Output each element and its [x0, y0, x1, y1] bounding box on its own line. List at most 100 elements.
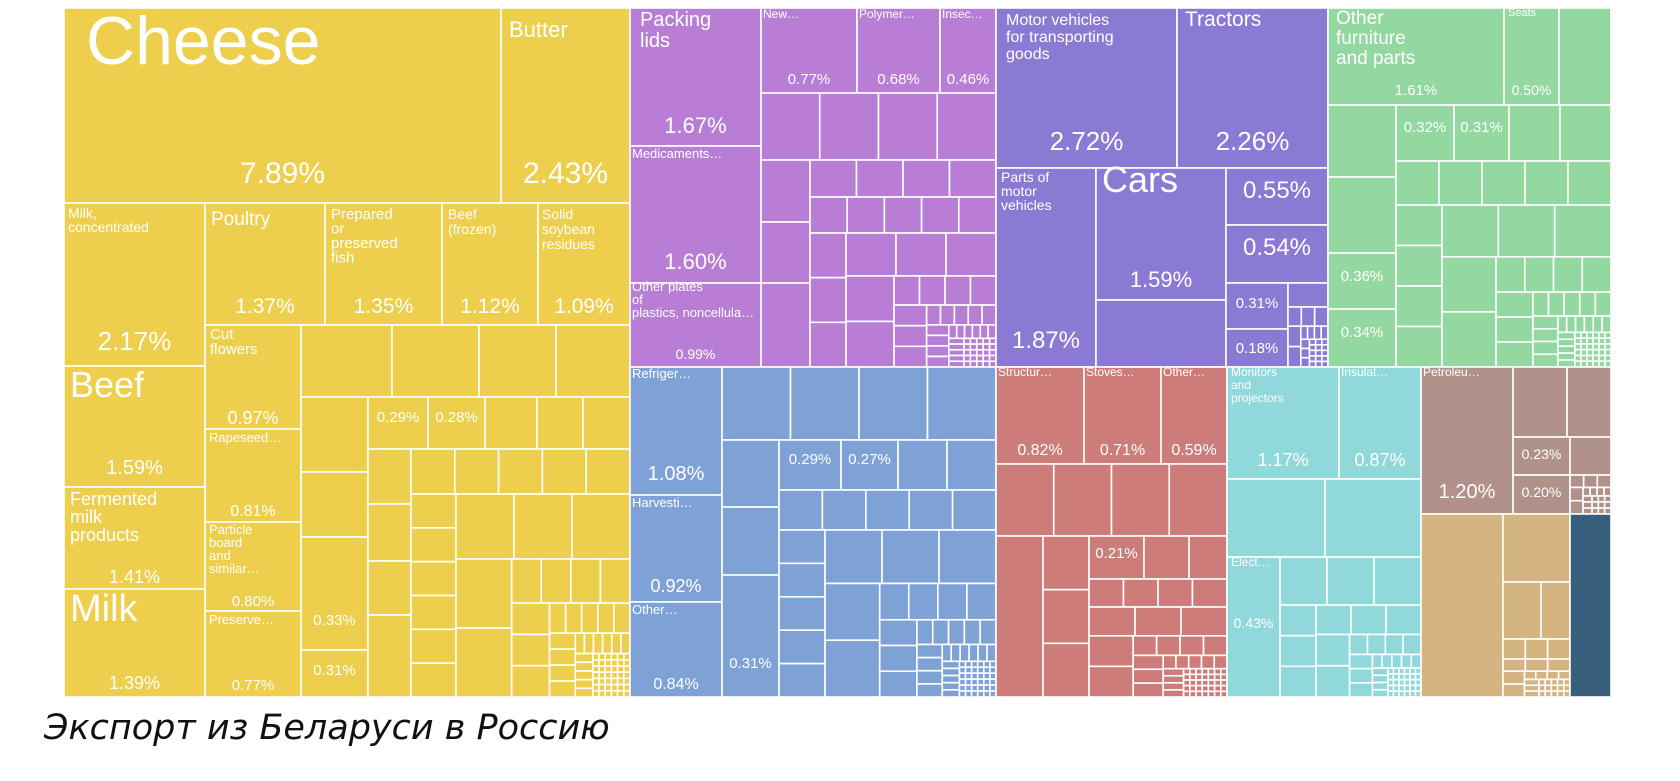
tile-food-tiny-cell	[548, 602, 567, 634]
tile-metals-tiny-cell	[1213, 690, 1222, 698]
tile-electronics-tiny-cell	[1410, 653, 1422, 669]
tile-plastics-tiny-cell	[948, 324, 958, 340]
tile-label-prepared-or-preserved-fish: fish	[331, 250, 354, 267]
tile-minerals-minor	[1569, 436, 1612, 476]
tile-unnamed-2	[300, 536, 369, 651]
tile-food-minor	[367, 503, 412, 562]
tile-value-polymer: 0.68%	[877, 71, 920, 88]
tile-furniture-tiny-cell	[1563, 291, 1581, 317]
tile-furniture-tiny-cell	[1592, 343, 1600, 351]
tile-machinery-tiny-cell	[964, 690, 973, 698]
tile-value-petroleu: 1.20%	[1439, 481, 1496, 503]
tile-label-milk-concentrated: Milk,	[68, 205, 97, 221]
tile-plastics-tiny-cell	[948, 349, 965, 357]
tile-vehicles-tiny-cell	[1308, 355, 1317, 363]
tile-plastics-small-cell	[818, 92, 880, 161]
tile-furniture-tiny-cell	[1580, 360, 1588, 368]
tile-metals-tiny-cell	[1155, 634, 1181, 657]
tile-food-tiny-cell	[591, 677, 600, 686]
tile-food-tiny-cell	[548, 680, 577, 698]
tile-food-tiny-cell	[604, 665, 613, 673]
tile-textiles-tiny-cell	[1556, 684, 1565, 692]
tile-electronics-small-cell	[1326, 556, 1375, 606]
tile-electronics-tiny-cell	[1414, 690, 1422, 698]
tile-furniture-tiny-cell	[1497, 204, 1556, 258]
tile-food-small-cell	[410, 628, 457, 664]
tile-furniture-tiny-cell	[1557, 359, 1576, 368]
tile-furniture-small-cell	[1395, 160, 1440, 206]
tile-plastics-tiny-cell	[969, 337, 978, 345]
tile-prepared-or-preserved-fish	[324, 202, 443, 326]
tile-metals-tiny-cell	[1182, 679, 1191, 687]
tile-machinery-tiny-cell	[958, 684, 967, 692]
tile-plastics-tiny-cell	[971, 324, 982, 340]
tile-food-tiny-cell	[616, 665, 625, 673]
tile-food-minor	[300, 324, 393, 398]
tile-value-unnamed-6: 0.31%	[1236, 295, 1279, 312]
tile-machinery-tiny-cell	[878, 618, 918, 647]
tile-food-tiny-cell	[574, 652, 594, 664]
tile-plastics-tiny-cell	[845, 275, 895, 323]
tile-metals-tiny-cell	[1201, 690, 1210, 698]
tile-value-unnamed-10: 0.36%	[1341, 268, 1384, 285]
tile-food-tiny-cell	[510, 633, 551, 667]
tile-machinery-tiny-cell	[989, 660, 997, 669]
tile-value-insec: 0.46%	[947, 71, 990, 88]
tile-cheese	[63, 7, 502, 204]
tile-plastics-small-cell	[877, 92, 939, 161]
tile-furniture-tiny-cell	[1598, 337, 1606, 345]
tile-food-tiny-cell	[616, 658, 625, 667]
tile-electronics-small-cell	[1373, 556, 1422, 606]
tile-unnamed-16	[1512, 436, 1571, 476]
tile-machinery-tiny-cell	[958, 690, 967, 698]
tile-packing-lids	[629, 7, 762, 147]
tile-machinery-tiny-cell	[941, 689, 961, 698]
tile-furniture-tiny-cell	[1586, 354, 1594, 363]
tile-label-other-furniture-and-parts: furniture	[1336, 28, 1406, 49]
tile-plastics-tiny-cell	[953, 304, 970, 326]
tile-electronics-tiny-cell	[1392, 684, 1400, 693]
tile-vehicles-tiny-cell	[1308, 360, 1317, 368]
tile-value-unnamed-4: 0.55%	[1243, 177, 1311, 204]
tile-label-other: Other…	[632, 602, 678, 617]
tile-machinery-tiny-cell	[968, 643, 979, 663]
tile-furniture-tiny-cell	[1574, 348, 1582, 357]
tile-plastics-small-cell	[809, 159, 858, 198]
tile-vehicles-tiny-cell	[1287, 325, 1302, 348]
tile-metals-tiny-cell	[1201, 667, 1210, 676]
tile-label-parts-of-motor-vehicles: Parts of	[1001, 169, 1049, 185]
tile-furniture-tiny-cell	[1580, 343, 1588, 351]
tile-plastics-tiny-cell	[975, 343, 984, 351]
tile-furniture-tiny-cell	[1441, 204, 1500, 258]
tile-metals-tiny-cell	[1213, 679, 1222, 687]
tile-metals-tiny-cell	[1213, 667, 1222, 676]
tile-value-rapeseed: 0.81%	[230, 503, 275, 520]
tile-minerals-minor	[1512, 366, 1568, 438]
tile-metals-tiny-cell	[1179, 634, 1205, 657]
tile-metals-minor	[1188, 535, 1228, 580]
tile-furniture-tiny-cell	[1581, 256, 1612, 293]
tile-electronics-tiny-cell	[1315, 633, 1351, 667]
tile-metals-tiny-cell	[1182, 673, 1191, 681]
tile-metals-tiny-cell	[1189, 679, 1197, 687]
tile-machinery-tiny-cell	[989, 690, 997, 698]
tile-electronics-tiny-cell	[1409, 684, 1417, 693]
tile-food-small-cell	[585, 448, 631, 495]
tile-label-fermented-milk-products: Fermented	[70, 489, 157, 509]
tile-food-minor	[367, 614, 412, 698]
tile-metals-tiny-cell	[1201, 679, 1210, 687]
tile-food-tiny-cell	[610, 677, 619, 686]
tile-furniture-minor	[1559, 104, 1612, 162]
tile-label-refriger: Refriger…	[632, 366, 691, 381]
tile-metals-small-cell	[1157, 578, 1194, 608]
tile-food-tiny-cell	[574, 661, 594, 672]
tile-unnamed-3	[300, 649, 369, 698]
tile-metals-tiny-cell	[1182, 690, 1191, 698]
tile-food-tiny-cell	[610, 632, 622, 655]
tile-value-unnamed-9: 0.31%	[1460, 119, 1503, 136]
tile-food-tiny-cell	[598, 652, 606, 661]
tile-electronics-tiny-cell	[1409, 690, 1417, 698]
tile-textiles-tiny-cell	[1563, 690, 1571, 698]
tile-metals-tiny-cell	[1088, 634, 1134, 668]
tile-machinery-small-cell	[908, 489, 954, 531]
